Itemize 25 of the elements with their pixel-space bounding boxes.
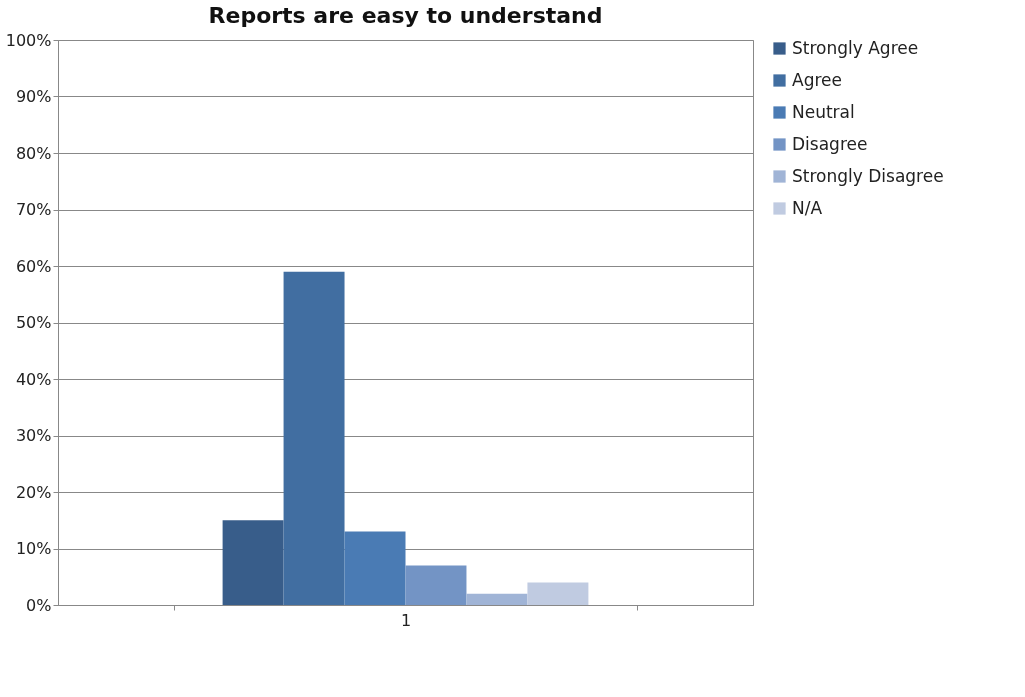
y-tick-label: 70% <box>15 200 52 219</box>
chart-title: Reports are easy to understand <box>208 3 603 28</box>
legend-label: Agree <box>792 69 842 90</box>
bar <box>466 593 528 605</box>
bar <box>405 565 467 605</box>
y-tick-label: 30% <box>15 426 52 445</box>
y-tick-label: 10% <box>15 539 52 558</box>
y-tick-label: 90% <box>15 87 52 106</box>
bar <box>527 582 589 605</box>
legend-label: N/A <box>792 197 823 218</box>
x-tick-label: 1 <box>400 610 412 630</box>
legend-label: Strongly Disagree <box>792 165 944 186</box>
y-tick-label: 50% <box>15 313 52 332</box>
y-tick-label: 100% <box>5 30 52 50</box>
legend-label: Neutral <box>792 101 855 122</box>
y-tick-label: 40% <box>15 369 52 389</box>
legend-label: Strongly Agree <box>792 37 919 58</box>
y-tick-label: 0% <box>26 595 52 615</box>
bar <box>222 520 284 605</box>
bar <box>283 271 345 605</box>
bar <box>344 531 406 605</box>
y-tick-label: 20% <box>15 482 52 502</box>
y-tick-label: 80% <box>15 143 52 163</box>
y-tick-label: 60% <box>15 256 52 276</box>
legend-label: Disagree <box>792 133 868 154</box>
